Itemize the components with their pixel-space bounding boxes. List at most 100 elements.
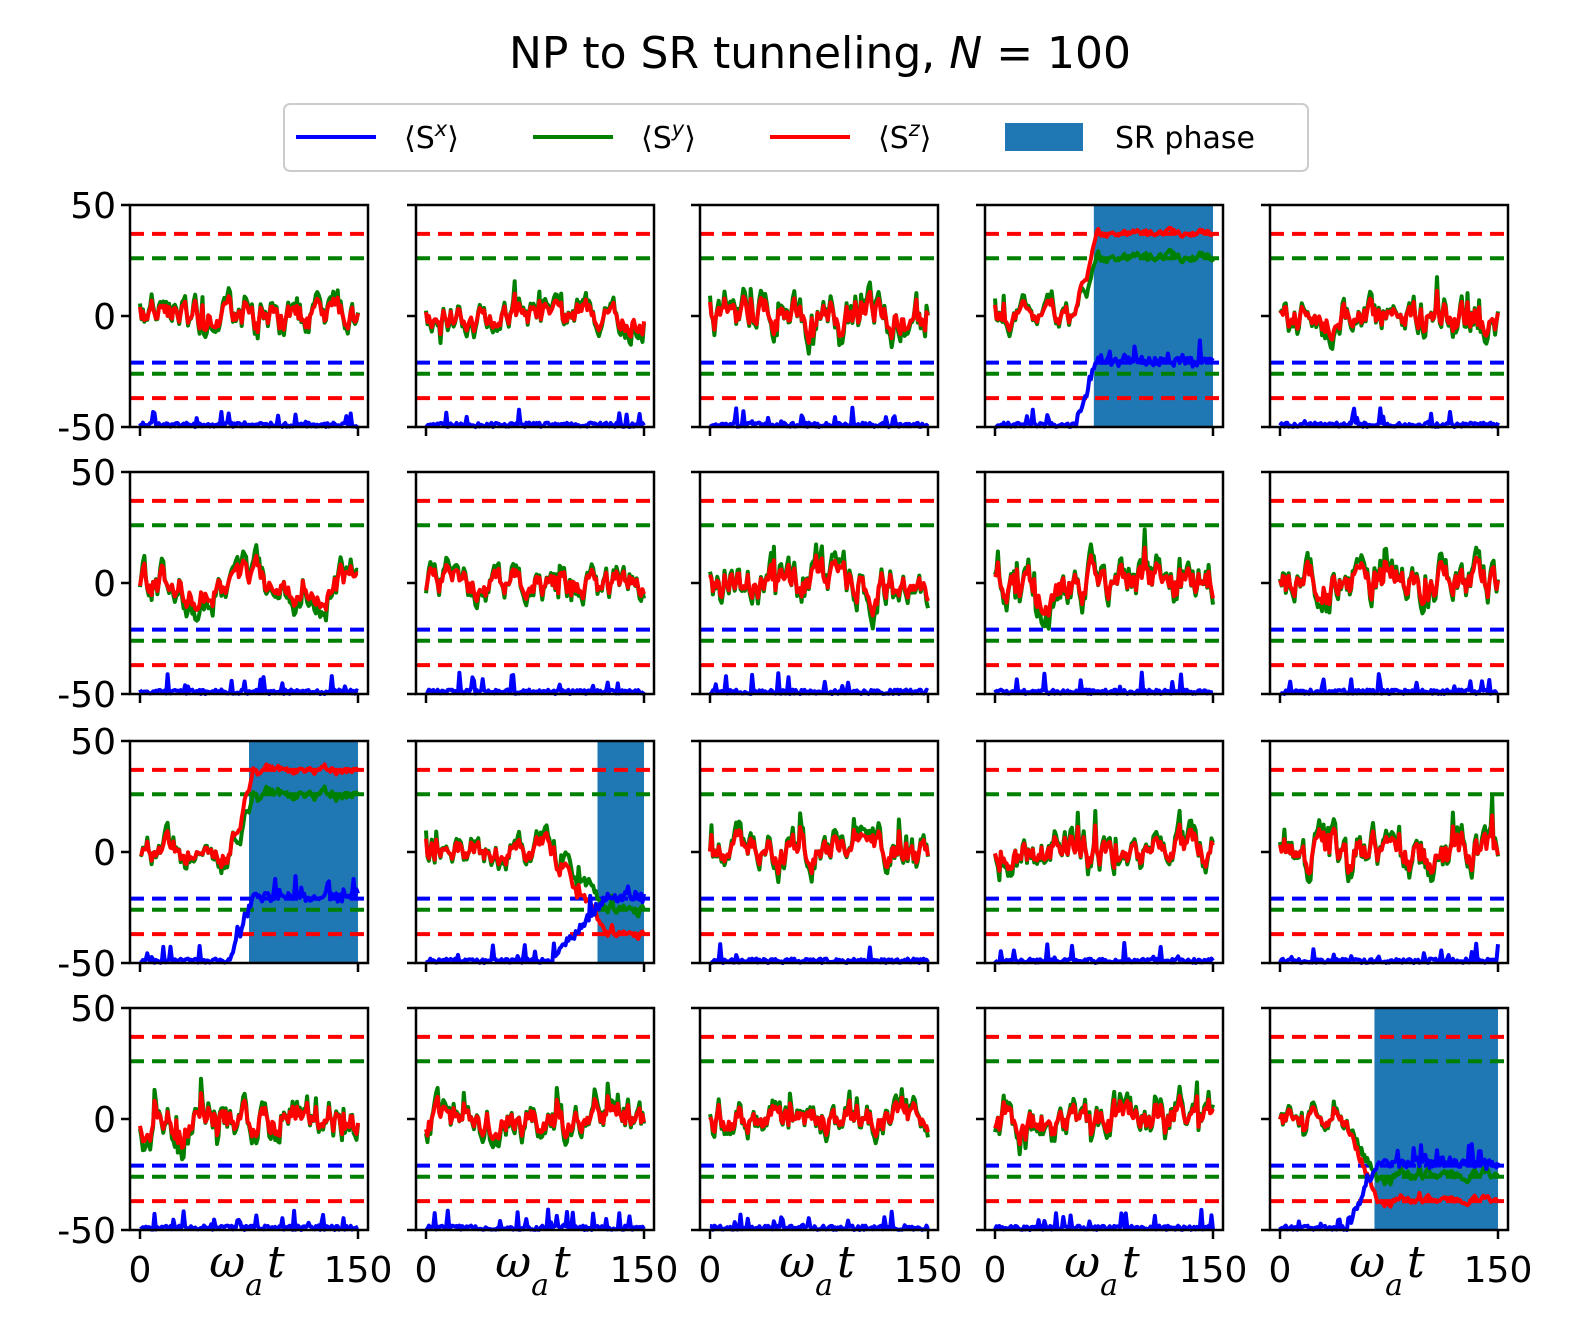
- series-sx-line: [1278, 1142, 1500, 1232]
- panel-4-1: 50 0 -50 0 150 ωat: [57, 989, 392, 1303]
- series-sx-line: [708, 671, 930, 696]
- x-axis-label: ωat: [1064, 1237, 1140, 1303]
- series-sx-line: [1278, 672, 1500, 696]
- series-sz-line: [1278, 813, 1500, 876]
- panel-1-3: [691, 203, 940, 436]
- legend: ⟨Sx⟩ ⟨Sy⟩ ⟨Sz⟩ SR phase: [283, 103, 1309, 172]
- series-sx-line: [424, 1207, 646, 1232]
- series-sx-line: [709, 1209, 930, 1232]
- series-sz-line: [993, 545, 1215, 618]
- sr-phase-span: [1374, 1008, 1498, 1230]
- panel-1-1: 50 0 -50: [57, 186, 370, 449]
- y-tick-label: 0: [93, 297, 116, 338]
- series-sz-line: [993, 1094, 1215, 1147]
- panel-1-4: [976, 203, 1225, 436]
- x-tick-label: 150: [894, 1250, 963, 1291]
- x-tick-label: 0: [699, 1250, 722, 1291]
- panel-2-1: 50 0 -50: [57, 453, 370, 716]
- series-sx-line: [138, 410, 360, 429]
- series-sx-line: [994, 338, 1215, 429]
- x-tick-label: 0: [129, 1250, 152, 1291]
- panel-2-4: [976, 470, 1225, 703]
- series-sz-line: [139, 762, 360, 870]
- y-tick-label: 0: [93, 833, 116, 874]
- series-sz-line: [708, 1095, 930, 1139]
- panel-4-4: 0 150 ωat: [976, 1006, 1248, 1303]
- panel-3-5: [1261, 739, 1510, 972]
- x-tick-label: 150: [1179, 1250, 1248, 1291]
- series-sz-line: [138, 1091, 360, 1150]
- y-tick-label: -50: [57, 408, 116, 449]
- series-sz-line: [1278, 288, 1500, 342]
- panel-2-2: [407, 470, 656, 703]
- series-sx-line: [139, 874, 360, 965]
- series-sz-line: [993, 822, 1215, 873]
- panel-3-1: 50 0 -50: [57, 722, 370, 985]
- legend-label-sr: SR phase: [1115, 121, 1255, 156]
- legend-swatch-sr: [1005, 123, 1083, 151]
- series-sx-line: [993, 670, 1214, 696]
- series-sz-line: [1278, 1105, 1500, 1209]
- series-sz-line: [138, 294, 360, 334]
- sr-phase-span: [1093, 205, 1213, 427]
- x-axis-label: ωat: [495, 1237, 571, 1303]
- x-axis-label: ωat: [209, 1237, 285, 1303]
- series-sx-line: [138, 672, 359, 696]
- legend-label-sy: ⟨Sy⟩: [641, 117, 696, 156]
- legend-label-sx: ⟨Sx⟩: [404, 117, 459, 156]
- y-tick-label: 0: [93, 1100, 116, 1141]
- panel-1-2: [407, 203, 656, 436]
- series-sz-line: [1278, 555, 1500, 607]
- x-axis-label: ωat: [779, 1237, 855, 1303]
- x-tick-label: 150: [610, 1250, 679, 1291]
- y-tick-label: 50: [70, 989, 116, 1030]
- series-sx-line: [993, 1207, 1215, 1232]
- series-sx-line: [1278, 941, 1500, 965]
- series-sz-line: [708, 553, 930, 618]
- series-sy-line: [1278, 794, 1500, 884]
- panel-2-3: [691, 470, 940, 703]
- series-sx-line: [1278, 406, 1500, 429]
- series-sz-line: [424, 1094, 646, 1142]
- sr-phase-span: [597, 741, 644, 963]
- series-sx-line: [425, 884, 646, 965]
- series-sz-line: [993, 225, 1215, 333]
- panel-3-3: [691, 739, 940, 972]
- series-sz-line: [424, 291, 646, 339]
- series-sz-line: [708, 825, 930, 876]
- x-tick-label: 0: [1269, 1250, 1292, 1291]
- legend-label-sz: ⟨Sz⟩: [878, 117, 932, 156]
- series-sz-line: [708, 290, 930, 345]
- sr-phase-span: [249, 741, 358, 963]
- panel-4-5: 0 150 ωat: [1261, 1006, 1533, 1303]
- y-tick-label: -50: [57, 944, 116, 985]
- x-tick-label: 0: [415, 1250, 438, 1291]
- panel-1-5: [1261, 203, 1510, 436]
- panel-4-3: 0 150 ωat: [691, 1006, 963, 1303]
- series-sx-line: [424, 407, 646, 429]
- series-sz-line: [138, 553, 359, 612]
- x-tick-label: 0: [984, 1250, 1007, 1291]
- y-tick-label: 50: [70, 453, 116, 494]
- series-sx-line: [709, 405, 930, 429]
- panel-4-2: 0 150 ωat: [407, 1006, 679, 1303]
- x-tick-label: 150: [324, 1250, 393, 1291]
- y-tick-label: -50: [57, 675, 116, 716]
- panel-3-2: [407, 739, 656, 972]
- panel-2-5: [1261, 470, 1510, 703]
- y-tick-label: -50: [57, 1211, 116, 1252]
- y-tick-label: 50: [70, 186, 116, 227]
- series-sx-line: [139, 1208, 359, 1232]
- x-axis-label: ωat: [1349, 1237, 1425, 1303]
- series-sx-line: [993, 941, 1215, 965]
- panel-3-4: [976, 739, 1225, 972]
- series-sz-line: [424, 563, 646, 603]
- y-tick-label: 50: [70, 722, 116, 763]
- x-tick-label: 150: [1464, 1250, 1533, 1291]
- series-sx-line: [424, 670, 646, 696]
- y-tick-label: 0: [93, 564, 116, 605]
- figure-title: NP to SR tunneling, N = 100: [509, 28, 1131, 79]
- series-sz-line: [424, 831, 646, 941]
